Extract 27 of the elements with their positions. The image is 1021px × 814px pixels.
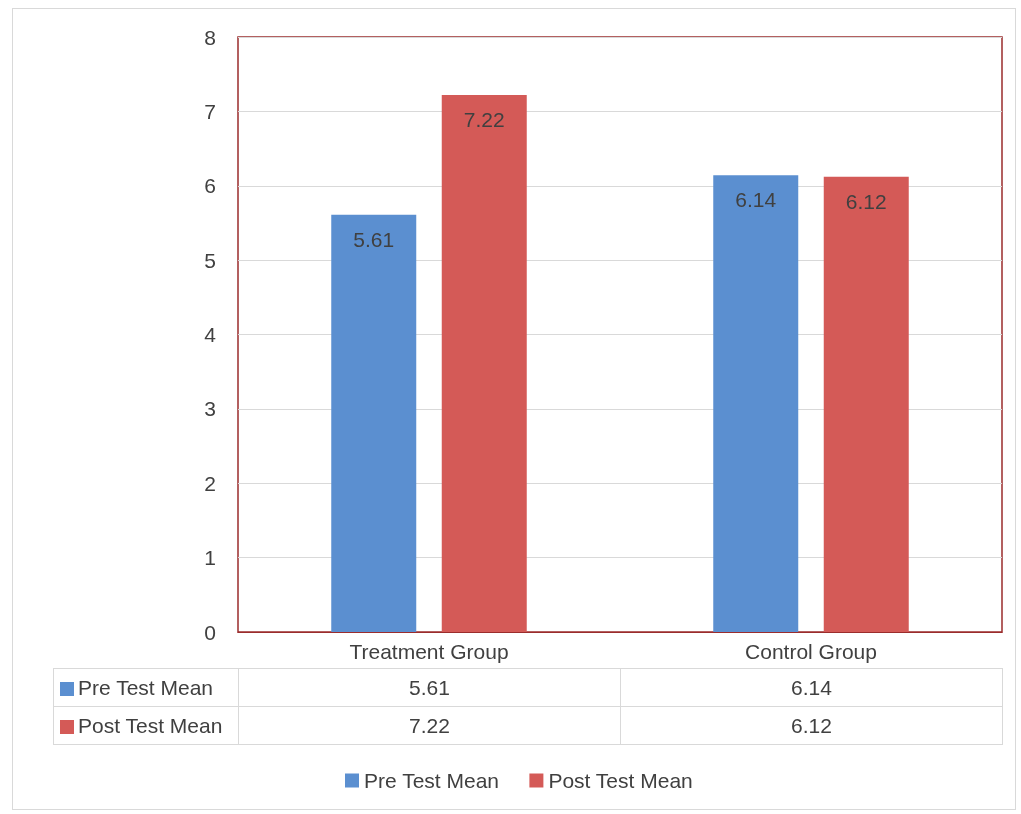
data-label: 7.22	[463, 108, 505, 132]
x-tick-label: Control Group	[745, 640, 877, 663]
x-tick-label: Treatment Group	[349, 640, 509, 663]
y-tick-label: 5	[204, 248, 216, 272]
bar	[823, 176, 909, 632]
y-tick-label: 2	[204, 471, 216, 495]
text: 6.14	[620, 668, 1003, 707]
y-tick-label: 7	[204, 99, 216, 123]
text: 5.61	[238, 668, 621, 707]
y-tick-label: 6	[204, 174, 216, 198]
y-tick-label: 1	[204, 546, 216, 570]
text: 7.22	[238, 706, 621, 745]
data-label: 6.12	[845, 189, 887, 213]
y-tick-label: 3	[204, 397, 216, 421]
text: 6.12	[620, 706, 1003, 745]
y-tick-label: 4	[204, 323, 217, 346]
data-label: 6.14	[735, 188, 777, 212]
y-tick-label: 8	[204, 25, 216, 49]
bar	[331, 214, 417, 632]
legend-label: Post Test Mean	[548, 769, 693, 792]
bar	[713, 175, 799, 632]
text: Post Test Mean	[78, 713, 223, 737]
legend-label: Pre Test Mean	[53, 668, 239, 707]
data-label: 5.61	[353, 227, 395, 251]
bar	[441, 95, 527, 632]
y-tick-label: 0	[204, 620, 216, 644]
text: Pre Test Mean	[364, 769, 500, 792]
